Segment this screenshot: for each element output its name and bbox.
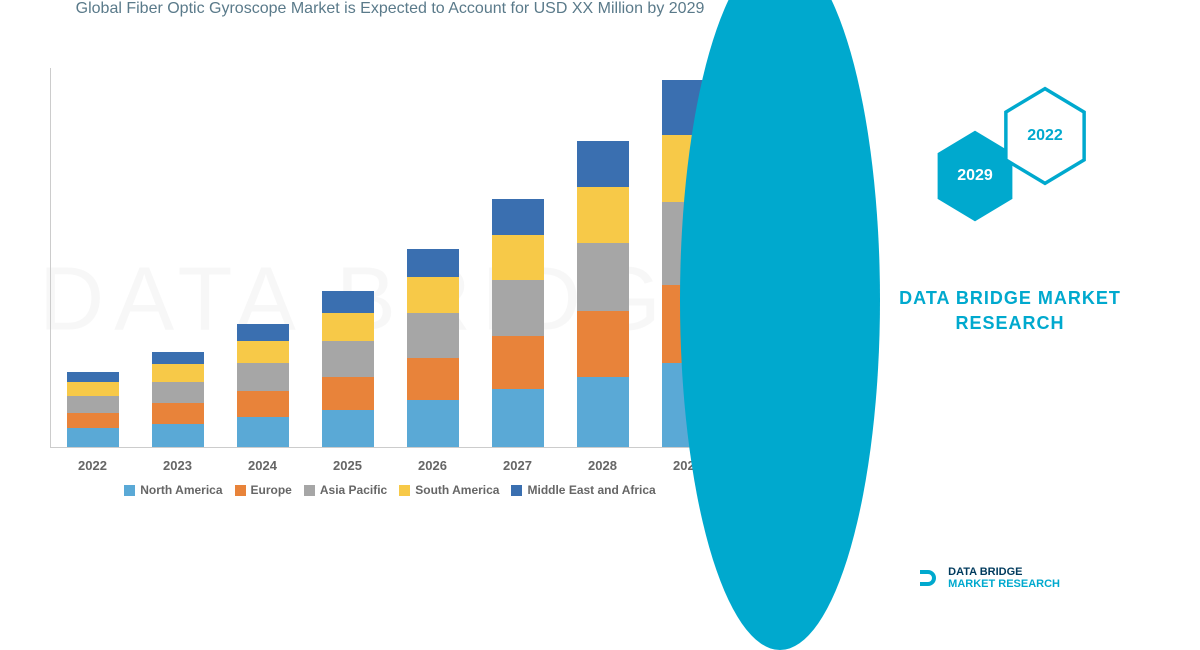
bar-stack xyxy=(237,324,289,447)
bar-segment xyxy=(67,428,119,447)
bar-segment xyxy=(322,291,374,313)
bars-container xyxy=(50,68,730,448)
bar-segment xyxy=(237,417,289,447)
brand-line2: RESEARCH xyxy=(840,311,1180,336)
bar-segment xyxy=(577,243,629,312)
bar-stack xyxy=(67,372,119,447)
bar-segment xyxy=(407,249,459,277)
legend-swatch xyxy=(399,485,410,496)
bar-segment xyxy=(322,410,374,447)
bar-group xyxy=(58,372,128,447)
bar-segment xyxy=(492,336,544,389)
footer-logo-line2: MARKET RESEARCH xyxy=(948,578,1060,590)
x-axis-label: 2022 xyxy=(58,458,128,473)
x-axis-label: 2025 xyxy=(313,458,383,473)
bar-segment xyxy=(322,341,374,377)
footer-logo-line1: DATA BRIDGE xyxy=(948,566,1060,578)
hexagon-2022: 2022 xyxy=(1000,86,1090,186)
legend-swatch xyxy=(304,485,315,496)
hexagon-group: 2029 2022 xyxy=(840,66,1180,246)
chart-legend: North America Europe Asia Pacific South Ame… xyxy=(30,483,750,497)
legend-item: Asia Pacific xyxy=(304,483,387,497)
bar-segment xyxy=(577,377,629,447)
bar-stack xyxy=(152,352,204,447)
bar-segment xyxy=(407,313,459,358)
legend-label: Asia Pacific xyxy=(320,483,387,497)
legend-label: Middle East and Africa xyxy=(527,483,655,497)
bar-stack xyxy=(322,291,374,447)
chart-title: Global Fiber Optic Gyroscope Market is E… xyxy=(30,0,750,18)
bar-segment xyxy=(152,364,204,381)
bar-segment xyxy=(492,199,544,235)
bar-segment xyxy=(492,235,544,280)
x-axis-label: 2027 xyxy=(483,458,553,473)
brand-text: DATA BRIDGE MARKET RESEARCH xyxy=(840,286,1180,336)
bar-group xyxy=(143,352,213,447)
bar-stack xyxy=(577,141,629,447)
legend-swatch xyxy=(511,485,522,496)
bar-segment xyxy=(67,396,119,413)
right-panel-title: Global Fiber Optic Gyroscope Market, By … xyxy=(840,0,1180,36)
bar-segment xyxy=(237,391,289,418)
bar-segment xyxy=(237,341,289,363)
bar-stack xyxy=(492,199,544,447)
bar-segment xyxy=(67,372,119,381)
hexagon-label: 2029 xyxy=(957,167,993,185)
bar-segment xyxy=(577,141,629,186)
bar-group xyxy=(228,324,298,447)
brand-line1: DATA BRIDGE MARKET xyxy=(840,286,1180,311)
bar-group xyxy=(568,141,638,447)
bar-segment xyxy=(67,382,119,396)
bar-segment xyxy=(152,424,204,447)
bar-group xyxy=(398,249,468,447)
bar-stack xyxy=(407,249,459,447)
chart-panel: DATA BRIDGE Global Fiber Optic Gyroscope… xyxy=(0,0,780,600)
bar-segment xyxy=(407,400,459,447)
x-axis-label: 2026 xyxy=(398,458,468,473)
bar-segment xyxy=(492,280,544,336)
chart-area: 20222023202420252026202720282029 xyxy=(30,48,750,478)
legend-label: North America xyxy=(140,483,222,497)
main-container: DATA BRIDGE Global Fiber Optic Gyroscope… xyxy=(0,0,1200,600)
footer-logo-text: DATA BRIDGE MARKET RESEARCH xyxy=(948,566,1060,590)
bar-segment xyxy=(407,358,459,400)
legend-item: Europe xyxy=(235,483,292,497)
hexagon-label: 2022 xyxy=(1027,127,1063,145)
bar-segment xyxy=(492,389,544,447)
bar-group xyxy=(313,291,383,447)
bridge-logo-icon xyxy=(916,566,940,590)
bar-segment xyxy=(322,313,374,341)
legend-swatch xyxy=(124,485,135,496)
legend-label: South America xyxy=(415,483,499,497)
bar-segment xyxy=(322,377,374,410)
legend-item: Middle East and Africa xyxy=(511,483,655,497)
right-panel: Global Fiber Optic Gyroscope Market, By … xyxy=(780,0,1200,600)
bar-segment xyxy=(407,277,459,313)
legend-item: North America xyxy=(124,483,222,497)
x-axis-label: 2023 xyxy=(143,458,213,473)
bar-segment xyxy=(152,403,204,423)
bar-group xyxy=(483,199,553,447)
x-axis-label: 2028 xyxy=(568,458,638,473)
legend-label: Europe xyxy=(251,483,292,497)
bar-segment xyxy=(152,352,204,364)
x-axis-labels: 20222023202420252026202720282029 xyxy=(50,458,730,473)
bar-segment xyxy=(577,187,629,243)
bar-segment xyxy=(577,311,629,377)
footer-logo: DATA BRIDGE MARKET RESEARCH xyxy=(916,566,1060,590)
legend-item: South America xyxy=(399,483,499,497)
legend-swatch xyxy=(235,485,246,496)
x-axis-label: 2024 xyxy=(228,458,298,473)
right-content: Global Fiber Optic Gyroscope Market, By … xyxy=(780,0,1200,336)
bar-segment xyxy=(152,382,204,404)
bar-segment xyxy=(237,324,289,341)
bar-segment xyxy=(237,363,289,391)
bar-segment xyxy=(67,413,119,429)
